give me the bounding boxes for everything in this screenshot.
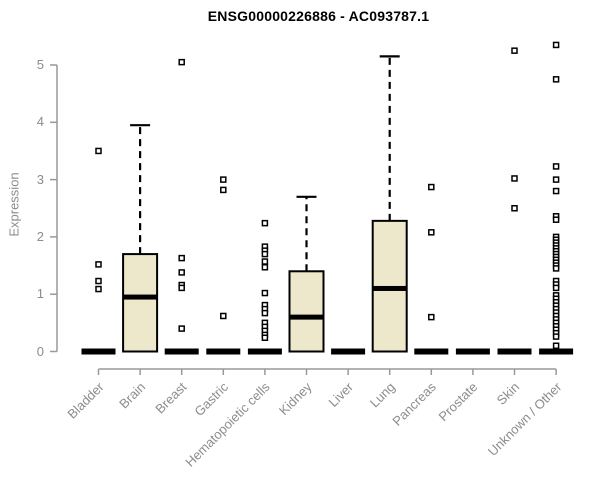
collapsed-box-bar: [414, 348, 449, 355]
chart-title: ENSG00000226886 - AC093787.1: [207, 8, 430, 24]
outlier-point: [261, 289, 269, 297]
median-line: [372, 285, 407, 291]
box: [288, 270, 325, 353]
outlier-point: [511, 47, 518, 54]
outlier-point: [178, 58, 185, 66]
y-tick-label: 2: [36, 228, 44, 244]
y-tick-label: 4: [36, 114, 44, 130]
outlier-point: [552, 216, 560, 223]
outlier-point: [552, 265, 560, 272]
collapsed-box-bar: [331, 348, 366, 355]
y-tick-label: 3: [36, 171, 44, 187]
outlier-point: [261, 264, 269, 271]
outlier-point: [511, 205, 518, 212]
outlier-point: [552, 163, 560, 170]
outlier-point: [261, 250, 269, 258]
outlier-point: [178, 269, 185, 276]
y-tick-label: 5: [36, 57, 44, 72]
outlier-point: [220, 312, 227, 320]
outlier-point: [261, 219, 269, 227]
outlier-point: [428, 229, 435, 236]
outlier-point: [178, 254, 185, 262]
outlier-point: [552, 333, 560, 340]
outlier-point: [428, 313, 435, 321]
outlier-point: [95, 277, 102, 285]
outlier-point: [552, 187, 560, 195]
y-tick-label: 0: [36, 343, 44, 359]
outlier-point: [95, 261, 102, 268]
outlier-point: [178, 325, 185, 332]
outlier-point: [552, 342, 560, 350]
outlier-point: [552, 76, 560, 83]
median-line: [123, 294, 158, 300]
median-line: [289, 314, 324, 320]
y-tick-label: 1: [36, 286, 44, 302]
outlier-point: [220, 186, 227, 194]
outlier-point: [552, 176, 560, 183]
collapsed-box-bar: [206, 348, 241, 355]
outlier-point: [261, 258, 269, 265]
outlier-point: [95, 285, 102, 293]
collapsed-box-bar: [81, 348, 116, 355]
outlier-point: [95, 147, 102, 155]
collapsed-box-bar: [497, 348, 532, 355]
collapsed-box-bar: [164, 348, 199, 355]
outlier-point: [261, 309, 269, 317]
outlier-point: [428, 183, 435, 191]
outlier-point: [552, 284, 560, 292]
collapsed-box-bar: [539, 348, 574, 355]
collapsed-box-bar: [455, 348, 490, 355]
outlier-point: [220, 176, 227, 183]
outlier-point: [552, 41, 560, 49]
box: [122, 253, 159, 353]
outlier-point: [178, 284, 185, 292]
outlier-point: [261, 334, 269, 341]
collapsed-box-bar: [247, 348, 282, 355]
outlier-point: [511, 175, 518, 182]
